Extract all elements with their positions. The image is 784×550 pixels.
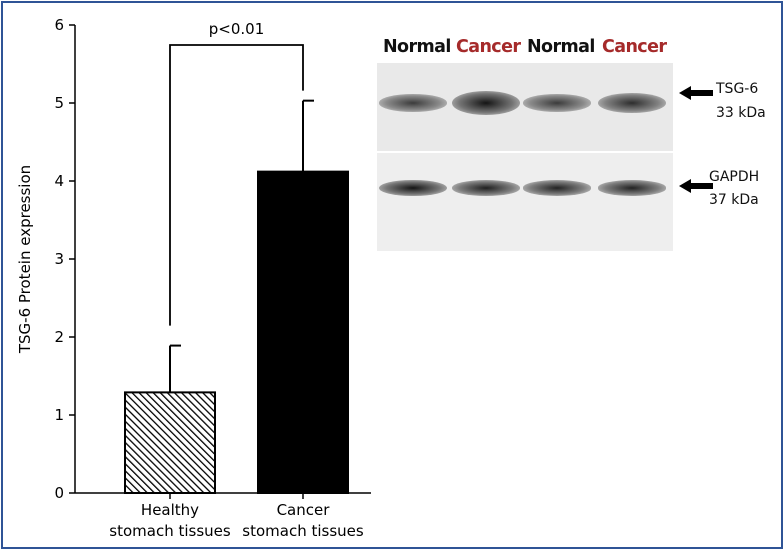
arrow-left-icon xyxy=(679,86,713,100)
lane-label-cancer-1: Cancer xyxy=(456,37,521,57)
bar-chart: 0 1 2 3 4 5 6 TSG-6 Protein expression Healthy st… xyxy=(16,16,371,540)
y-tick-label: 3 xyxy=(54,250,64,268)
band-gapdh-lane-2 xyxy=(452,180,520,196)
x-tick-label: Healthy xyxy=(141,501,199,519)
y-tick-label: 1 xyxy=(54,406,64,424)
y-tick-label: 6 xyxy=(54,16,64,34)
band-tsg-6-lane-3 xyxy=(523,94,591,112)
blot-panel-gapdh xyxy=(377,153,673,251)
arrow-left-icon xyxy=(679,179,713,193)
band-tsg-6-lane-2 xyxy=(452,91,520,115)
y-tick-label: 4 xyxy=(54,172,64,190)
bar-cancer xyxy=(257,170,349,494)
band-name-tsg6: TSG-6 xyxy=(716,81,759,97)
lane-label-normal-2: Normal xyxy=(527,37,595,57)
y-axis-label: TSG-6 Protein expression xyxy=(16,165,34,354)
band-gapdh-lane-4 xyxy=(598,180,666,196)
y-tick-label: 2 xyxy=(54,328,64,346)
x-tick-label: stomach tissues xyxy=(242,522,364,540)
x-tick-label: stomach tissues xyxy=(109,522,231,540)
band-size-tsg6: 33 kDa xyxy=(716,105,766,121)
band-tsg-6-lane-4 xyxy=(598,93,666,113)
x-tick-label: Cancer xyxy=(277,501,331,519)
band-gapdh-lane-3 xyxy=(523,180,591,196)
western-blot: Normal Cancer Normal Cancer TSG-6 33 kDa… xyxy=(3,3,781,547)
band-gapdh-lane-1 xyxy=(379,179,447,197)
significance-bracket xyxy=(169,44,304,326)
band-tsg-6-lane-1 xyxy=(379,94,447,112)
significance-label: p<0.01 xyxy=(209,20,265,38)
y-tick-label: 5 xyxy=(54,94,64,112)
lane-label-normal-1: Normal xyxy=(383,37,451,57)
bar-healthy xyxy=(124,391,216,495)
lane-label-cancer-2: Cancer xyxy=(602,37,667,57)
y-tick-label: 0 xyxy=(54,484,64,502)
band-name-gapdh: GAPDH xyxy=(709,169,760,185)
band-size-gapdh: 37 kDa xyxy=(709,192,759,208)
blot-panel-tsg6 xyxy=(377,63,673,151)
